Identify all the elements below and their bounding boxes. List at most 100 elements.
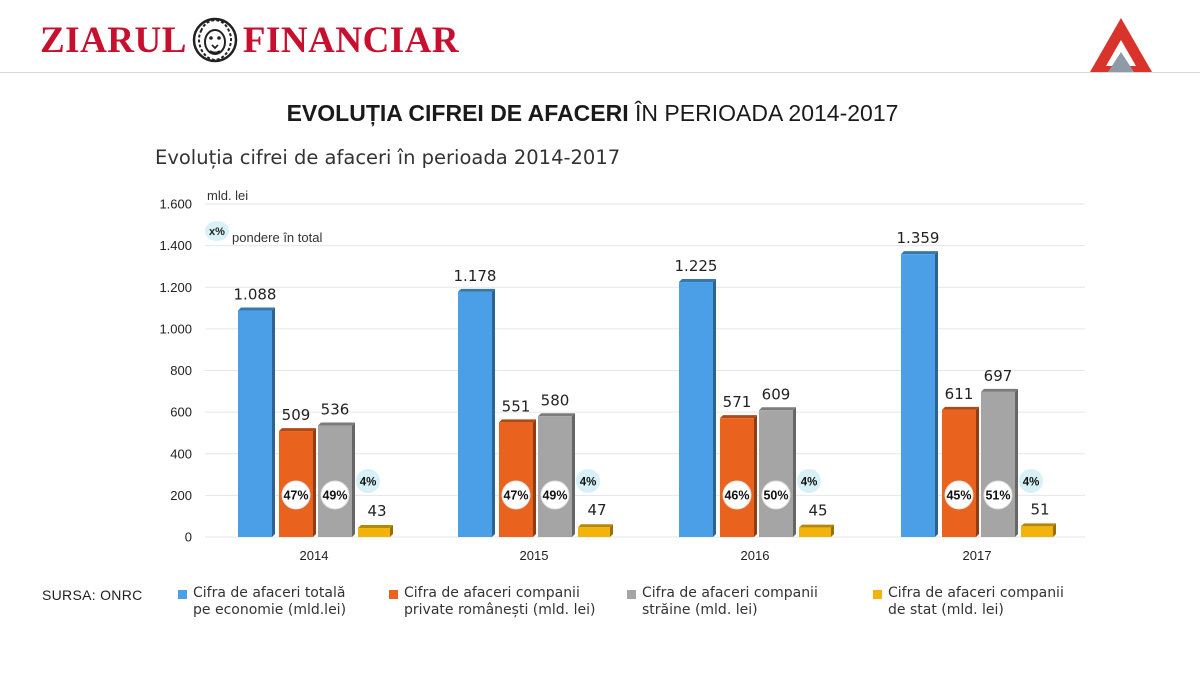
bar <box>679 282 713 537</box>
bar-top <box>358 525 393 529</box>
legend-swatch-foreign <box>627 590 636 599</box>
y-unit-label: mld. lei <box>207 188 248 203</box>
y-tick-label: 0 <box>185 530 192 545</box>
bar <box>799 527 831 537</box>
page-title: EVOLUȚIA CIFREI DE AFACERI ÎN PERIOADA 2… <box>0 100 1185 127</box>
share-badge-text: 49% <box>322 489 347 503</box>
bar-top <box>679 279 716 283</box>
bar-value-label: 1.359 <box>897 229 940 247</box>
bar-side <box>492 288 495 537</box>
bar-top <box>279 428 316 432</box>
bar <box>981 391 1015 537</box>
y-tick-label: 800 <box>170 363 192 378</box>
bar-top <box>720 415 757 419</box>
legend-item-state: Cifra de afaceri companii de stat (mld. … <box>873 585 1064 619</box>
bar-top <box>499 419 536 423</box>
bar-side <box>713 279 716 537</box>
legend-item-private: Cifra de afaceri companii private române… <box>389 585 595 619</box>
y-tick-label: 1.600 <box>159 197 192 212</box>
bar <box>499 422 533 537</box>
x-tick-label: 2015 <box>520 548 549 563</box>
legend-line: străine (mld. lei) <box>642 602 758 618</box>
bar-side <box>935 251 938 537</box>
bar-chart: 0 200 400 600 800 1.000 1.200 1.400 1.600 mld. le… <box>159 188 1085 563</box>
share-badge <box>356 469 380 493</box>
bar-side <box>352 422 355 537</box>
bar-top <box>901 251 938 255</box>
share-note-badge-text: x% <box>209 226 225 238</box>
legend-swatch-private <box>389 590 398 599</box>
bar-side <box>610 524 613 537</box>
bar-value-label: 1.178 <box>454 267 497 285</box>
brand-name-part2: FINANCIAR <box>242 19 460 61</box>
bar-value-label: 697 <box>984 367 1013 385</box>
share-badge-text: 49% <box>542 489 567 503</box>
x-tick-label: 2016 <box>741 548 770 563</box>
bar-value-label: 551 <box>502 397 531 415</box>
bar-value-label: 1.088 <box>234 286 277 304</box>
legend-swatch-total <box>178 590 187 599</box>
legend-line: pe economie (mld.lei) <box>193 602 347 618</box>
bar-side <box>793 407 796 537</box>
bar-side <box>390 525 393 537</box>
share-badge-text: 51% <box>985 489 1010 503</box>
bar-top <box>1021 523 1056 527</box>
y-tick-label: 600 <box>170 405 192 420</box>
bar-side <box>313 428 316 537</box>
bar <box>942 409 976 537</box>
legend-line: Cifra de afaceri companii <box>404 585 580 601</box>
legend-line: Cifra de afaceri companii <box>888 585 1064 601</box>
bar <box>1021 526 1053 537</box>
bar <box>578 527 610 537</box>
masthead: ZIARUL FINANCIAR <box>0 0 1200 72</box>
legend-line: private românești (mld. lei) <box>404 602 596 618</box>
share-badge <box>1019 469 1043 493</box>
legend-item-foreign: Cifra de afaceri companii străine (mld. … <box>627 585 818 619</box>
bar <box>358 528 390 537</box>
ziarul-financiar-logo[interactable]: ZIARUL FINANCIAR <box>40 14 459 66</box>
bar <box>759 410 793 537</box>
legend-item-total: Cifra de afaceri totală pe economie (mld… <box>178 585 346 619</box>
bar-top <box>238 307 275 311</box>
bar-value-label: 509 <box>282 406 311 424</box>
share-badge-text: 4% <box>580 477 597 489</box>
bar-value-label: 43 <box>367 502 386 520</box>
bar-value-label: 580 <box>541 391 570 409</box>
share-badge <box>944 480 974 510</box>
share-badge <box>540 480 570 510</box>
source-note: SURSA: ONRC <box>42 587 143 603</box>
share-note-badge <box>205 221 229 241</box>
share-badge <box>722 480 752 510</box>
page-title-regular: ÎN PERIOADA 2014-2017 <box>628 100 899 126</box>
brand-name-part1: ZIARUL <box>40 19 187 61</box>
share-badge-text: 4% <box>360 477 377 489</box>
y-tick-label: 400 <box>170 446 192 461</box>
bar-top <box>538 413 575 417</box>
share-badge <box>281 480 311 510</box>
bar-top <box>578 524 613 528</box>
bar-side <box>572 413 575 537</box>
legend-line: de stat (mld. lei) <box>888 602 1004 618</box>
share-badge-text: 45% <box>946 489 971 503</box>
bar-top <box>981 388 1018 392</box>
bar-side <box>754 415 757 537</box>
share-badge-text: 46% <box>724 489 749 503</box>
corner-triangle-logo-icon[interactable] <box>1088 16 1154 74</box>
bar-side <box>1053 523 1056 537</box>
bar <box>538 416 572 537</box>
y-tick-label: 1.400 <box>159 238 192 253</box>
bar <box>901 254 935 537</box>
lion-emblem-icon <box>192 17 238 63</box>
bar-top <box>799 524 834 528</box>
share-badge-text: 47% <box>283 489 308 503</box>
x-tick-label: 2017 <box>963 548 992 563</box>
x-tick-label: 2014 <box>300 548 329 563</box>
bar-value-label: 45 <box>808 502 827 520</box>
share-badge <box>797 469 821 493</box>
bar-side <box>976 406 979 537</box>
y-tick-label: 1.000 <box>159 321 192 336</box>
share-badge <box>983 480 1013 510</box>
legend-line: Cifra de afaceri totală <box>193 585 346 601</box>
bar-value-label: 609 <box>762 385 791 403</box>
share-badge-text: 4% <box>801 477 818 489</box>
